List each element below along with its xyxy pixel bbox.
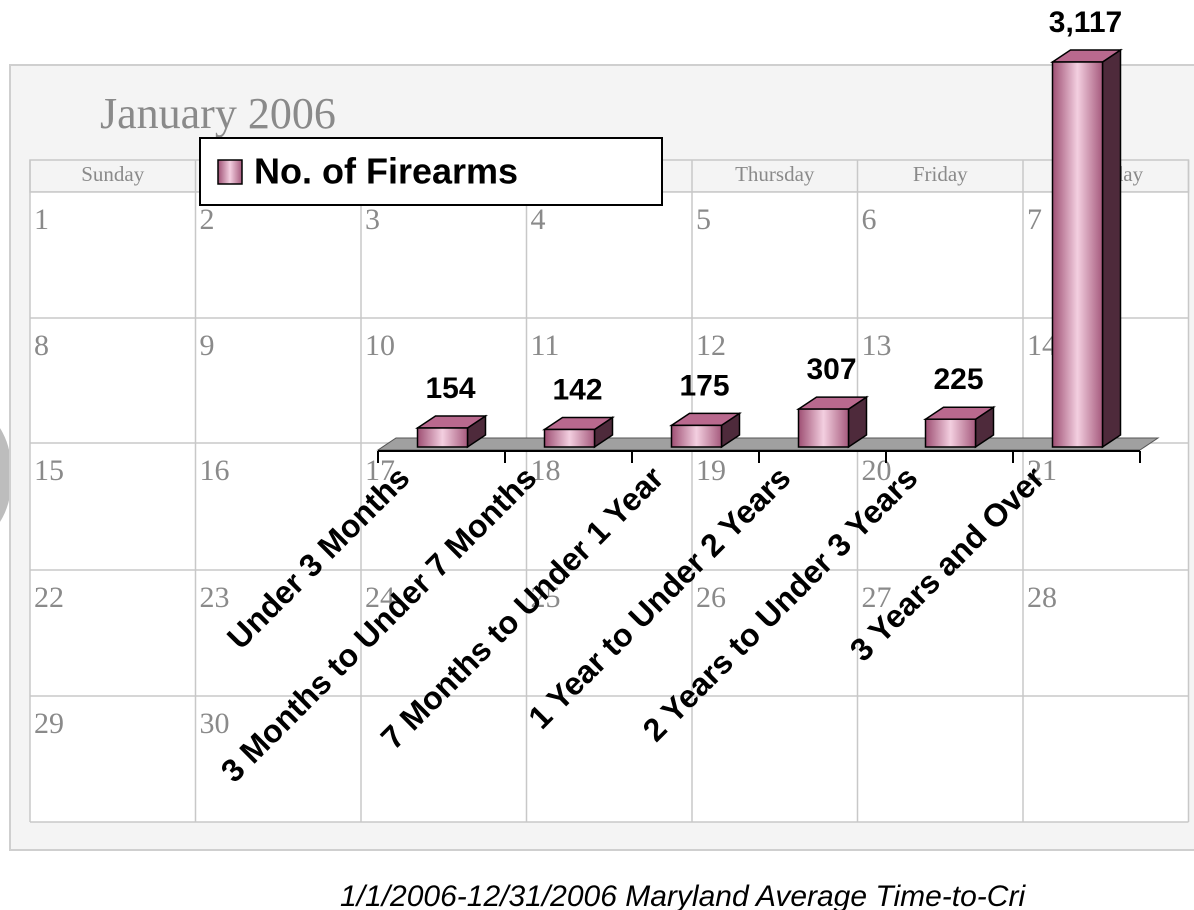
- date: 23: [200, 581, 230, 614]
- date: 3: [365, 203, 380, 236]
- date: 13: [862, 329, 892, 362]
- date: 29: [34, 707, 64, 740]
- bar-face: [418, 428, 468, 447]
- date: 16: [200, 454, 230, 487]
- bar-side: [1103, 50, 1121, 447]
- bar-face: [799, 409, 849, 447]
- bar-face: [672, 425, 722, 447]
- date: 11: [531, 329, 560, 362]
- value-label: 3,117: [1049, 6, 1122, 39]
- calendar-title: January 2006: [100, 89, 336, 138]
- bar-face: [926, 419, 976, 447]
- floor: [378, 438, 1158, 450]
- date: 6: [862, 203, 877, 236]
- date: 5: [696, 203, 711, 236]
- value-label: 142: [552, 373, 602, 406]
- value-label: 225: [933, 363, 983, 396]
- date: 7: [1027, 203, 1042, 236]
- date: 22: [34, 581, 64, 614]
- legend-swatch: [218, 160, 242, 184]
- date: 2: [200, 203, 215, 236]
- date: 30: [200, 707, 230, 740]
- bar: [799, 397, 867, 447]
- date: 9: [200, 329, 215, 362]
- bar: [926, 407, 994, 447]
- date: 4: [531, 203, 546, 236]
- bar-face: [1053, 62, 1103, 447]
- value-label: 307: [806, 353, 856, 386]
- bar: [418, 416, 486, 447]
- bar: [1053, 50, 1121, 447]
- chart: January 2006 SundayMondayTuesdayWednesda…: [0, 0, 1194, 910]
- footer: 1/1/2006-12/31/2006 Maryland Average Tim…: [340, 880, 1026, 910]
- legend-label: No. of Firearms: [254, 151, 518, 192]
- date: 8: [34, 329, 49, 362]
- date: 19: [696, 454, 726, 487]
- legend: No. of Firearms: [200, 138, 662, 205]
- date: 10: [365, 329, 395, 362]
- weekday: Thursday: [735, 162, 815, 186]
- date: 12: [696, 329, 726, 362]
- date: 28: [1027, 581, 1057, 614]
- date: 15: [34, 454, 64, 487]
- bar-face: [545, 429, 595, 447]
- weekday: Sunday: [81, 162, 145, 186]
- bar: [672, 413, 740, 447]
- date: 1: [34, 203, 49, 236]
- bar: [545, 417, 613, 447]
- value-label: 175: [679, 369, 729, 402]
- date: 26: [696, 581, 726, 614]
- value-label: 154: [425, 372, 475, 405]
- weekday: Friday: [913, 162, 968, 186]
